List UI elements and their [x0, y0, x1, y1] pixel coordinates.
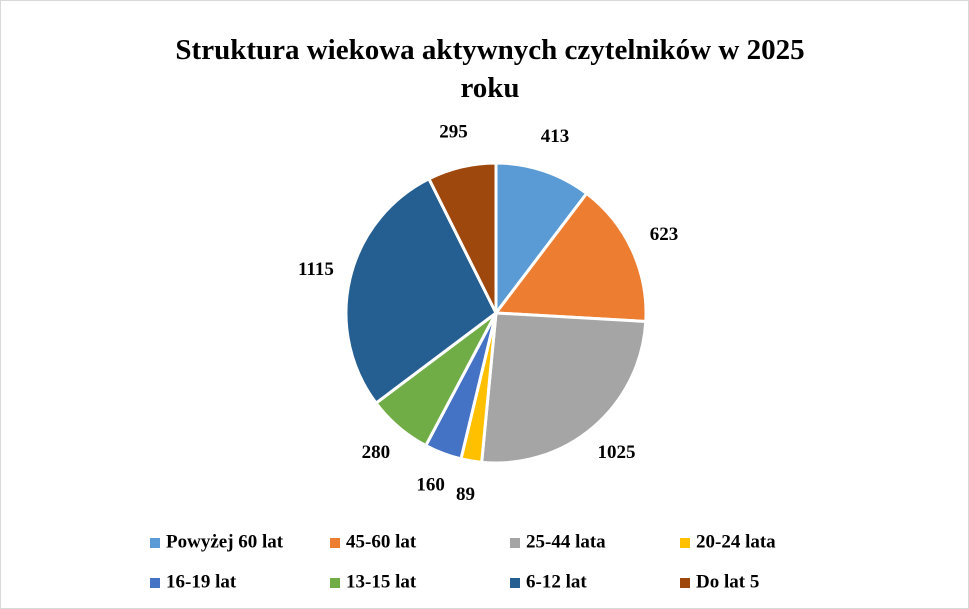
- legend-swatch: [680, 538, 690, 548]
- legend-swatch: [330, 538, 340, 548]
- legend-label: Powyżej 60 lat: [166, 531, 284, 552]
- legend-swatch: [510, 538, 520, 548]
- data-label: 1115: [298, 259, 334, 280]
- data-label: 295: [439, 121, 468, 142]
- legend-label: 45-60 lat: [346, 531, 417, 552]
- pie-slice: [493, 191, 648, 324]
- chart-title: Struktura wiekowa aktywnych czytelników …: [175, 34, 804, 104]
- legend-swatch: [150, 578, 160, 588]
- data-label: 413: [541, 126, 570, 147]
- legend-swatch: [150, 538, 160, 548]
- legend-swatch: [680, 578, 690, 588]
- legend-swatch: [330, 578, 340, 588]
- pie-slice: [344, 176, 498, 406]
- pie-slice: [480, 311, 648, 465]
- legend-label: 20-24 lata: [696, 531, 776, 552]
- pie-slice: [426, 161, 498, 314]
- legend-swatch: [510, 578, 520, 588]
- data-label: 1025: [597, 442, 635, 463]
- pie-slice: [494, 161, 589, 318]
- data-label: 623: [650, 224, 679, 245]
- legend-label: 6-12 lat: [526, 571, 587, 592]
- legend-label: 16-19 lat: [166, 571, 237, 592]
- data-label: 280: [362, 442, 391, 463]
- data-label: 160: [416, 474, 445, 495]
- legend-label: 13-15 lat: [346, 571, 417, 592]
- legend-label: Do lat 5: [696, 571, 759, 592]
- data-label: 89: [456, 484, 475, 505]
- legend-label: 25-44 lata: [526, 531, 606, 552]
